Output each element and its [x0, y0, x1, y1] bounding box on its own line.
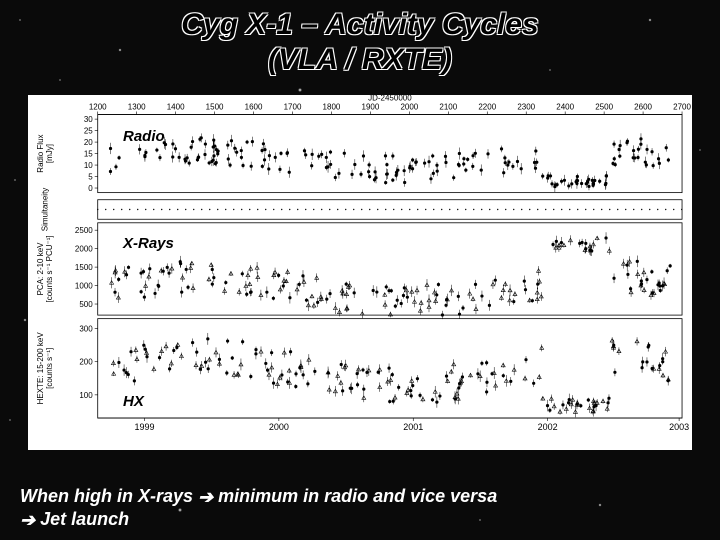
svg-text:1800: 1800: [323, 103, 341, 112]
svg-text:10: 10: [84, 161, 93, 170]
svg-text:5: 5: [88, 173, 93, 182]
caption-p3: Jet launch: [35, 509, 129, 529]
title-line1: Cyg X-1 – Activity Cycles: [181, 8, 538, 41]
svg-text:2500: 2500: [75, 226, 93, 235]
svg-text:200: 200: [79, 358, 93, 367]
panel-label-radio: Radio: [123, 128, 165, 145]
svg-text:20: 20: [84, 138, 93, 147]
caption-p2: minimum in radio and vice versa: [213, 486, 497, 506]
svg-text:100: 100: [79, 391, 93, 400]
svg-text:2500: 2500: [595, 103, 613, 112]
svg-text:15: 15: [84, 150, 93, 159]
svg-text:Radio Flux: Radio Flux: [36, 134, 45, 172]
svg-text:1600: 1600: [245, 103, 263, 112]
svg-text:1000: 1000: [75, 282, 93, 291]
figure-container: 1200130014001500160017001800190020002100…: [28, 95, 692, 450]
svg-text:2000: 2000: [400, 103, 418, 112]
panel-label-hx: HX: [123, 393, 144, 410]
svg-text:1400: 1400: [167, 103, 185, 112]
svg-text:2000: 2000: [75, 245, 93, 254]
svg-text:2001: 2001: [403, 422, 423, 432]
svg-text:2000: 2000: [269, 422, 289, 432]
svg-text:1700: 1700: [284, 103, 302, 112]
svg-text:2100: 2100: [439, 103, 457, 112]
svg-text:1500: 1500: [75, 263, 93, 272]
caption: When high in X-rays ➔ minimum in radio a…: [20, 485, 710, 530]
svg-text:2003: 2003: [669, 422, 689, 432]
svg-text:1999: 1999: [134, 422, 154, 432]
svg-text:JD-2450000: JD-2450000: [368, 95, 412, 103]
svg-text:2400: 2400: [556, 103, 574, 112]
svg-text:2700: 2700: [673, 103, 691, 112]
svg-text:0: 0: [88, 184, 93, 193]
svg-text:Simultaneity: Simultaneity: [41, 188, 50, 232]
svg-text:30: 30: [84, 115, 93, 124]
svg-text:PCA: 2-10 keV: PCA: 2-10 keV: [36, 242, 45, 296]
svg-text:[counts s⁻¹]: [counts s⁻¹]: [45, 348, 54, 389]
svg-text:300: 300: [79, 325, 93, 334]
svg-text:2200: 2200: [478, 103, 496, 112]
slide-title: Cyg X-1 – Activity Cycles (VLA / RXTE): [0, 8, 720, 77]
svg-text:[mJy]: [mJy]: [45, 144, 54, 163]
svg-text:HEXTE: 15-200 keV: HEXTE: 15-200 keV: [36, 332, 45, 405]
svg-text:1200: 1200: [89, 103, 107, 112]
arrow-icon: ➔: [20, 509, 35, 532]
svg-text:2300: 2300: [517, 103, 535, 112]
title-line2: (VLA / RXTE): [268, 43, 452, 76]
svg-text:[counts s⁻¹ PCU⁻¹]: [counts s⁻¹ PCU⁻¹]: [45, 235, 54, 302]
svg-text:500: 500: [79, 300, 93, 309]
svg-text:2002: 2002: [538, 422, 558, 432]
svg-text:1500: 1500: [206, 103, 224, 112]
panel-label-xrays: X-Rays: [123, 235, 174, 252]
svg-text:2600: 2600: [634, 103, 652, 112]
svg-text:1300: 1300: [128, 103, 146, 112]
arrow-icon: ➔: [198, 486, 213, 509]
svg-text:1900: 1900: [362, 103, 380, 112]
svg-text:25: 25: [84, 127, 93, 136]
caption-p1: When high in X-rays: [20, 486, 198, 506]
